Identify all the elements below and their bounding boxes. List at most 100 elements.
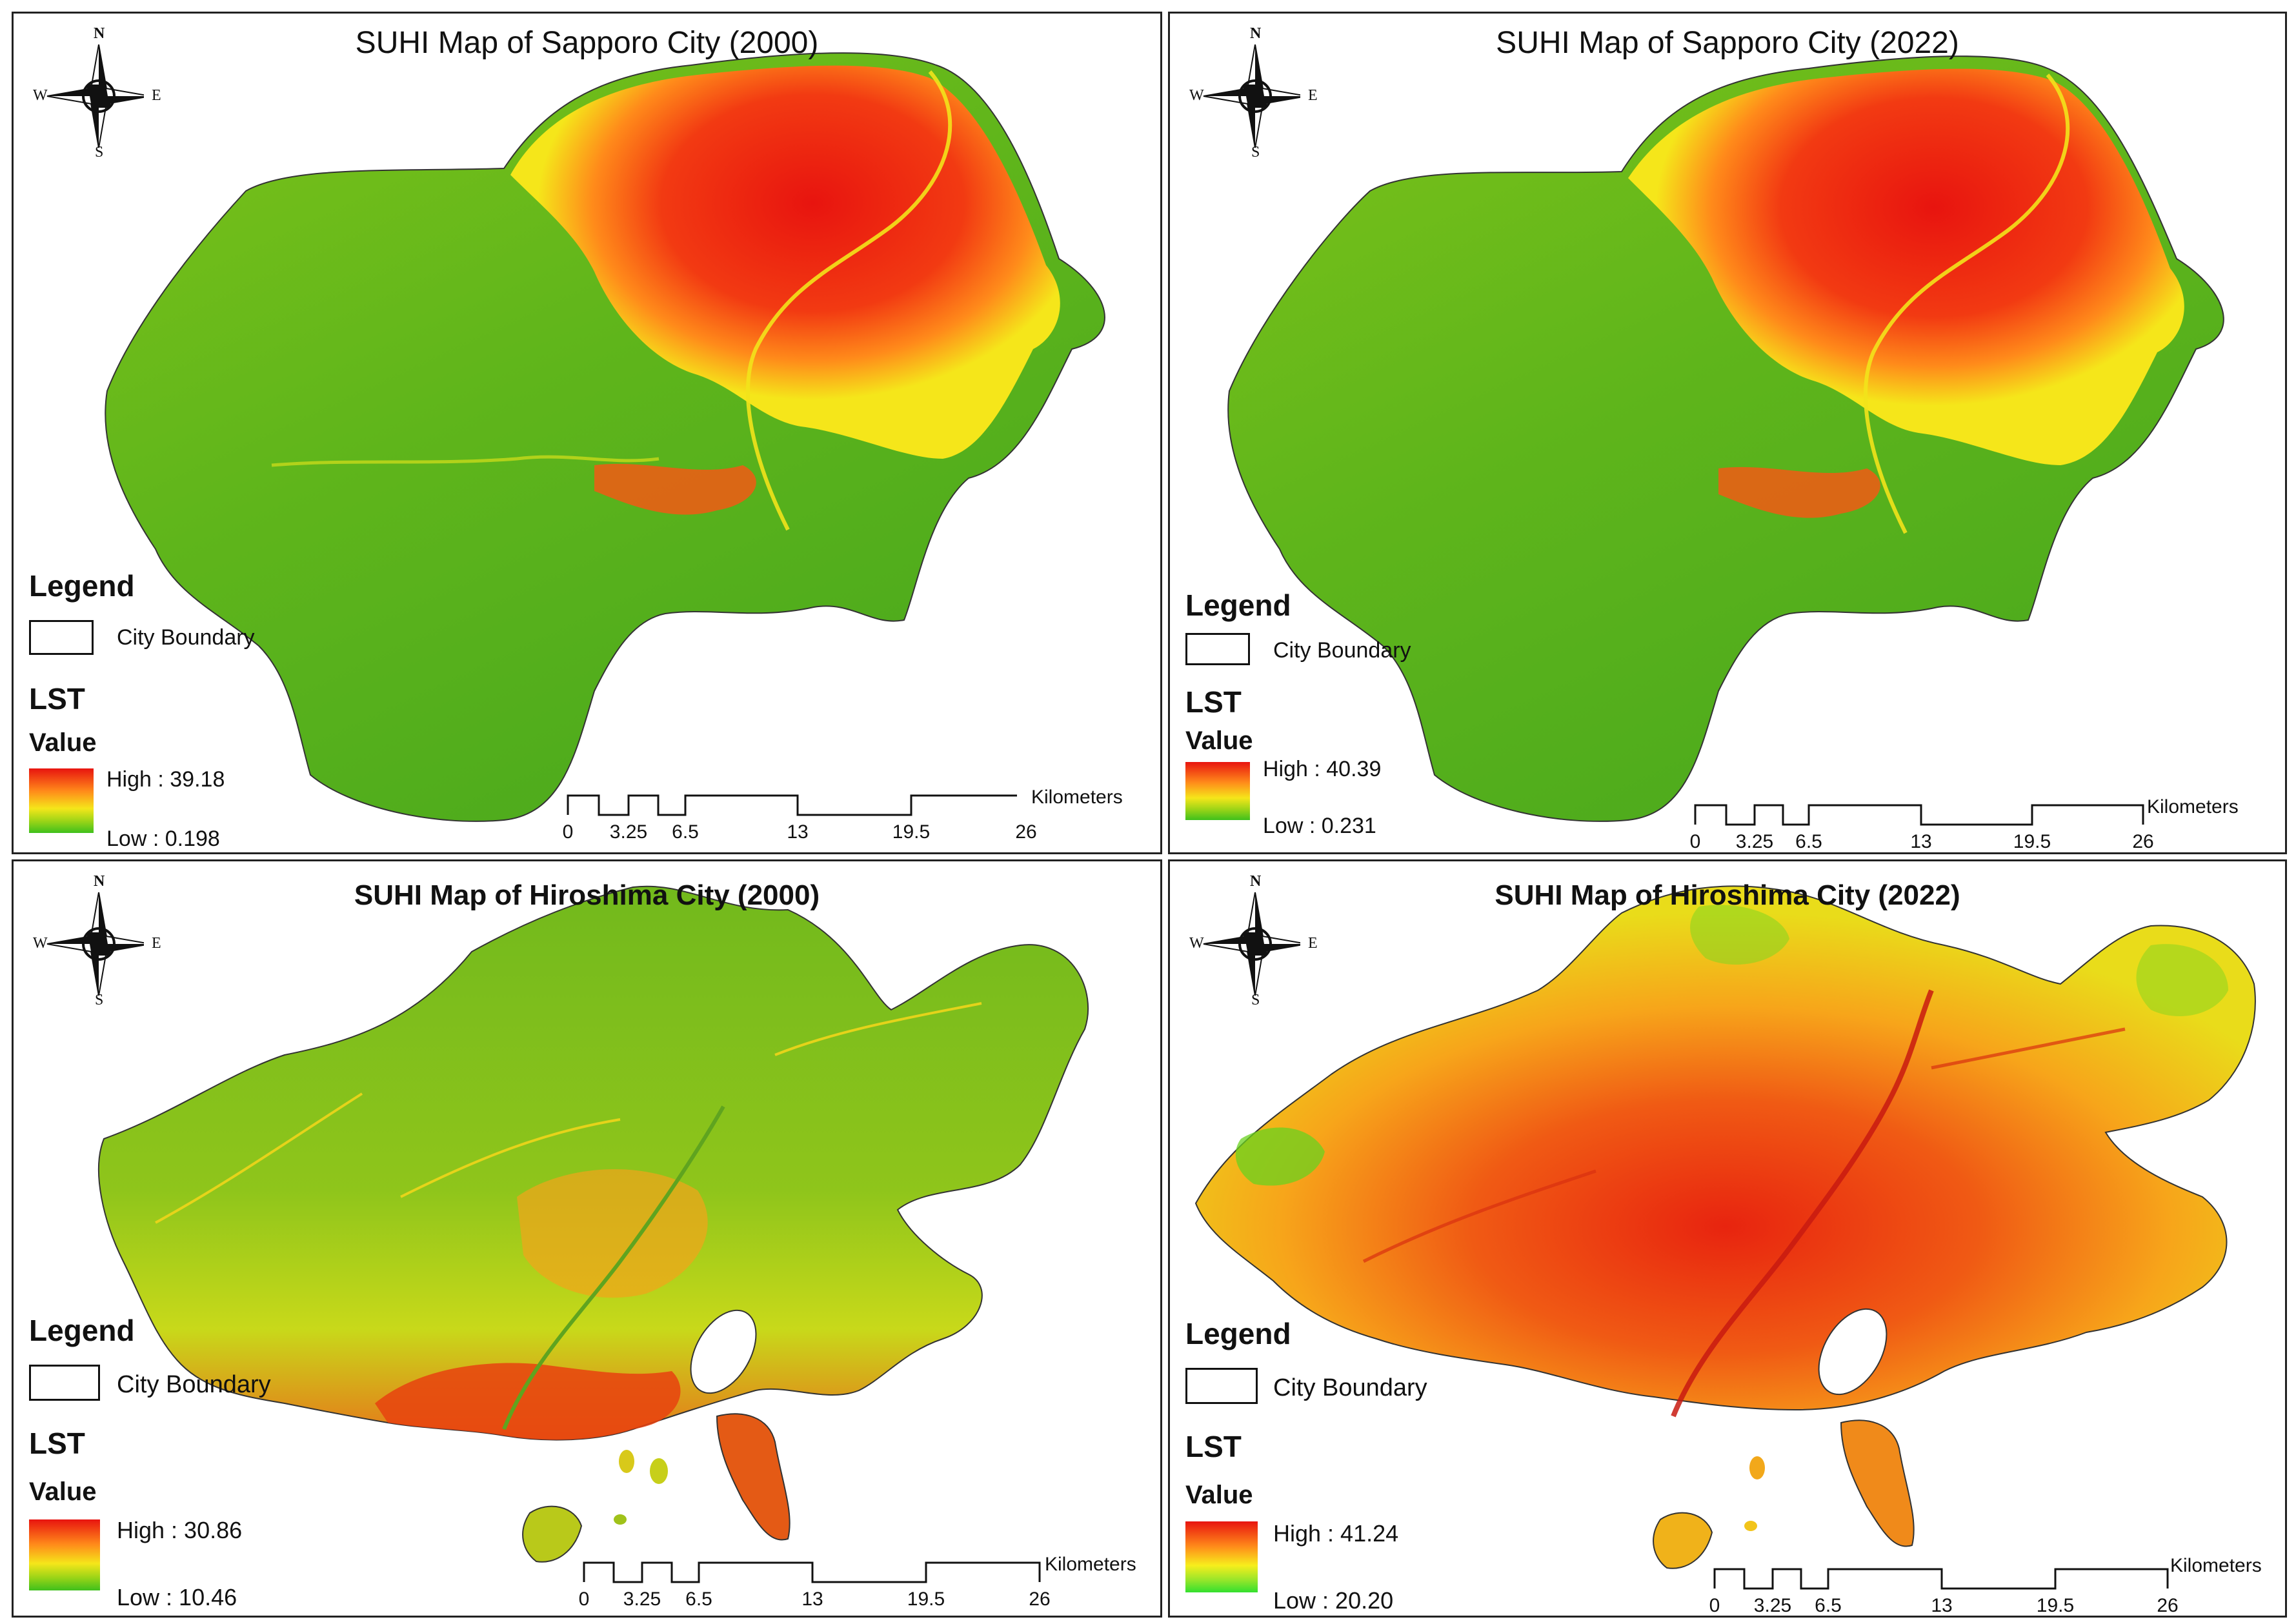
scale-tick: 13 bbox=[1931, 1595, 1953, 1616]
valley-line bbox=[1362, 1027, 2126, 1263]
map-panel-hiroshima-2000: SUHI Map of Hiroshima City (2000) N S W … bbox=[12, 859, 1162, 1618]
scale-unit: Kilometers bbox=[1045, 1554, 1136, 1575]
sapporo-2022-map bbox=[1227, 55, 2224, 822]
legend-heading: Legend bbox=[29, 1314, 135, 1347]
island-3 bbox=[1749, 1456, 1765, 1479]
compass-e: E bbox=[152, 935, 161, 952]
compass-n: N bbox=[1250, 873, 1262, 890]
valley-line bbox=[155, 1002, 982, 1224]
green-patch-west bbox=[1235, 1127, 1325, 1186]
legend: Legend City Boundary LST Value High : 39… bbox=[20, 568, 330, 852]
scale-tick: 19.5 bbox=[2013, 831, 2051, 852]
compass-e: E bbox=[1308, 935, 1318, 952]
low-value: Low : 10.46 bbox=[117, 1584, 237, 1610]
map-title: SUHI Map of Sapporo City (2022) bbox=[1496, 26, 1959, 60]
color-ramp bbox=[1185, 762, 1250, 820]
compass-s: S bbox=[1251, 144, 1260, 161]
compass-w: W bbox=[1189, 935, 1204, 952]
compass-rose-icon bbox=[46, 44, 144, 148]
urban-heat-zone bbox=[1628, 68, 2184, 465]
bay-island-white bbox=[1818, 1308, 1888, 1396]
sapporo-2000-map bbox=[105, 52, 1105, 822]
river-line bbox=[1671, 989, 1934, 1418]
urban-heat-zone bbox=[510, 65, 1060, 459]
scale-bar: Kilometers 0 3.25 6.5 13 19.5 26 bbox=[552, 781, 1123, 852]
scale-bar-graphic bbox=[567, 794, 1017, 816]
high-value: High : 41.24 bbox=[1273, 1520, 1399, 1547]
city-boundary-swatch bbox=[1185, 1368, 1258, 1404]
central-heat-zone bbox=[517, 1169, 708, 1298]
map-panel-sapporo-2022: SUHI Map of Sapporo City (2022) N S W E … bbox=[1168, 12, 2287, 854]
peninsula bbox=[1840, 1419, 1915, 1547]
compass-rose-icon bbox=[1203, 892, 1300, 996]
city-boundary-label: City Boundary bbox=[1273, 1374, 1427, 1401]
city-boundary-swatch bbox=[29, 1365, 100, 1401]
value-heading: Value bbox=[29, 728, 97, 757]
layer-name: LST bbox=[29, 682, 85, 716]
scale-tick: 6.5 bbox=[1815, 1595, 1842, 1616]
legend: Legend City Boundary LST Value High : 41… bbox=[1176, 1316, 1486, 1616]
compass-s: S bbox=[1251, 992, 1260, 1008]
island-4 bbox=[650, 1458, 668, 1484]
compass-rose-icon bbox=[1203, 44, 1300, 148]
scale-unit: Kilometers bbox=[2147, 796, 2239, 817]
scale-tick: 13 bbox=[787, 821, 809, 843]
low-value: Low : 20.20 bbox=[1273, 1587, 1394, 1614]
scale-tick: 3.25 bbox=[623, 1589, 661, 1610]
map-panel-hiroshima-2022: SUHI Map of Hiroshima City (2022) N S W … bbox=[1168, 859, 2287, 1618]
scale-tick: 0 bbox=[578, 1589, 590, 1610]
color-ramp bbox=[29, 768, 94, 833]
scale-tick: 19.5 bbox=[907, 1589, 945, 1610]
city-boundary-swatch bbox=[29, 620, 94, 655]
compass-n: N bbox=[94, 25, 105, 42]
river-line bbox=[502, 1105, 725, 1430]
scale-unit: Kilometers bbox=[2170, 1555, 2262, 1576]
city-boundary-label: City Boundary bbox=[117, 1371, 271, 1398]
compass-e: E bbox=[152, 87, 161, 104]
compass-n: N bbox=[94, 873, 105, 890]
scale-tick: 13 bbox=[1910, 831, 1932, 852]
scale-bar-graphic bbox=[1694, 804, 2144, 826]
high-value: High : 39.18 bbox=[106, 767, 225, 792]
map-title: SUHI Map of Hiroshima City (2000) bbox=[354, 879, 820, 911]
scale-tick: 13 bbox=[801, 1589, 823, 1610]
peninsula bbox=[716, 1413, 791, 1541]
compass-n: N bbox=[1250, 25, 1262, 42]
island-1 bbox=[1653, 1512, 1713, 1569]
value-heading: Value bbox=[29, 1478, 97, 1506]
map-title: SUHI Map of Sapporo City (2000) bbox=[355, 26, 819, 60]
island-3 bbox=[619, 1450, 634, 1473]
scale-tick: 3.25 bbox=[1753, 1595, 1792, 1616]
value-heading: Value bbox=[1185, 727, 1253, 755]
scale-tick: 3.25 bbox=[1735, 831, 1774, 852]
north-arrow: N S W E bbox=[28, 25, 161, 161]
island-2 bbox=[614, 1514, 627, 1525]
river-line-2 bbox=[271, 455, 660, 467]
coastal-heat-zone bbox=[375, 1363, 681, 1440]
river-line bbox=[746, 70, 952, 531]
scale-bar: Kilometers 0 3.25 6.5 13 19.5 26 bbox=[1699, 1555, 2262, 1616]
north-arrow: N S W E bbox=[1184, 25, 1318, 161]
scale-tick: 6.5 bbox=[685, 1589, 712, 1610]
green-patch-north bbox=[1690, 905, 1789, 965]
compass-s: S bbox=[95, 144, 104, 161]
layer-name: LST bbox=[1185, 1430, 1242, 1463]
island-1 bbox=[522, 1505, 583, 1563]
legend-heading: Legend bbox=[1185, 588, 1291, 622]
value-heading: Value bbox=[1185, 1481, 1253, 1509]
compass-w: W bbox=[1189, 87, 1204, 104]
compass-e: E bbox=[1308, 87, 1318, 104]
compass-w: W bbox=[33, 87, 48, 104]
layer-name: LST bbox=[29, 1427, 85, 1460]
scale-tick: 19.5 bbox=[892, 821, 931, 843]
color-ramp bbox=[1185, 1521, 1258, 1592]
scale-tick: 3.25 bbox=[609, 821, 648, 843]
compass-w: W bbox=[33, 935, 48, 952]
compass-s: S bbox=[95, 992, 104, 1008]
legend: Legend City Boundary LST Value High : 40… bbox=[1176, 588, 1486, 852]
hiroshima-2022-map bbox=[1194, 885, 2256, 1569]
scale-tick: 26 bbox=[2132, 831, 2154, 852]
scale-tick: 19.5 bbox=[2036, 1595, 2075, 1616]
scale-tick: 26 bbox=[1015, 821, 1037, 843]
scale-tick: 0 bbox=[1689, 831, 1701, 852]
